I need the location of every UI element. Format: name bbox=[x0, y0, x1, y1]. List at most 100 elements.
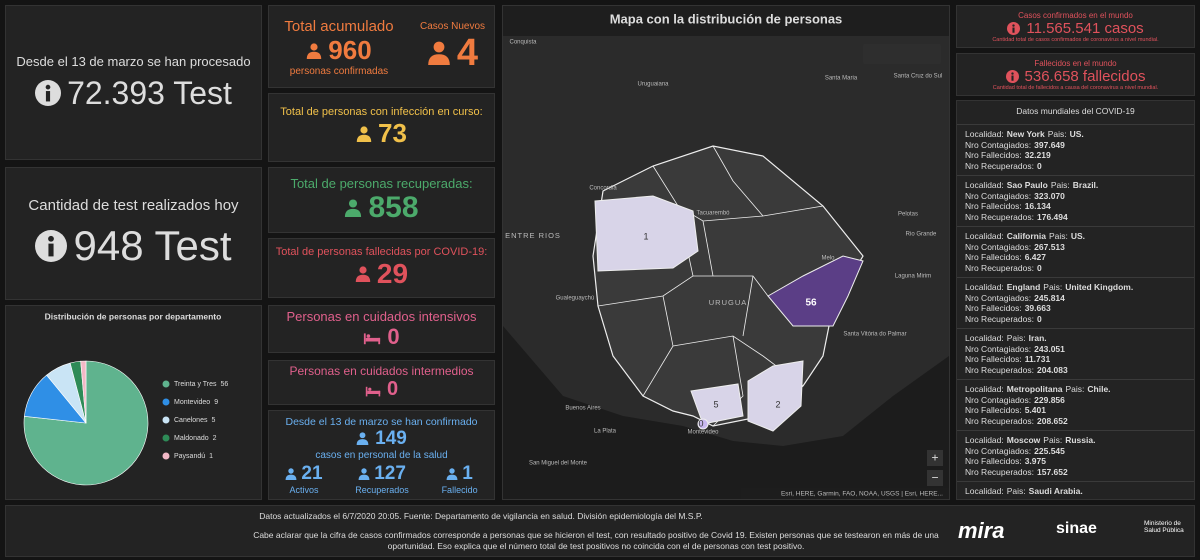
value: 73 bbox=[378, 118, 407, 148]
locality: Metropolitana bbox=[1006, 384, 1063, 394]
title: Personas en cuidados intensivos bbox=[286, 308, 477, 324]
icon-body bbox=[345, 208, 362, 217]
field-label: Localidad: bbox=[965, 384, 1004, 394]
icon-body bbox=[356, 439, 369, 445]
zoom-label[interactable]: − bbox=[931, 471, 938, 485]
entry-cases: Nro Contagiados: 225.545 bbox=[965, 446, 1186, 457]
region-56 bbox=[767, 255, 864, 327]
entry-deaths: Nro Fallecidos: 6.427 bbox=[965, 252, 1186, 263]
entry-cases: Nro Contagiados: 267.513 bbox=[965, 242, 1186, 253]
cases: 225.545 bbox=[1034, 445, 1065, 456]
label: Activos bbox=[289, 484, 319, 495]
person-icon bbox=[356, 125, 372, 142]
title: Desde el 13 de marzo se han confirmado bbox=[285, 415, 478, 428]
field-label: Nro Recuperados: bbox=[965, 160, 1034, 171]
intermediate-card: Personas en cuidados intermedios 0 bbox=[268, 360, 495, 405]
icon-dot bbox=[45, 84, 51, 90]
legend-label: Canelones 5 bbox=[174, 417, 215, 424]
health-item: 21 Activos bbox=[285, 463, 323, 495]
place-label: Uruguaiana bbox=[637, 82, 669, 88]
list-title: Datos mundiales del COVID-19 bbox=[957, 101, 1194, 125]
legend-label: Treinta y Tres 56 bbox=[174, 381, 228, 388]
entry-place: Localidad: Metropolitana Pais: Chile. bbox=[965, 384, 1186, 395]
recovered: 0 bbox=[1036, 160, 1042, 171]
value: 948 Test bbox=[73, 222, 232, 269]
field-label: Nro Fallecidos: bbox=[965, 354, 1022, 364]
entry-deaths: Nro Fallecidos: 39.663 bbox=[965, 303, 1186, 314]
world-entry: Localidad: England Pais: United Kingdom. Nro… bbox=[957, 278, 1194, 329]
locality: Sao Paulo bbox=[1006, 180, 1048, 190]
icon-head bbox=[449, 467, 455, 474]
person-icon bbox=[307, 42, 322, 59]
zoom-button[interactable] bbox=[927, 470, 943, 486]
info-icon bbox=[1007, 21, 1021, 35]
place-label: URUGUA bbox=[709, 298, 748, 307]
info-icon bbox=[35, 230, 68, 262]
locality: New York bbox=[1006, 129, 1045, 139]
region-label: 1 bbox=[643, 231, 648, 241]
world-entry: Localidad: Metropolitana Pais: Chile. Nro Co… bbox=[957, 380, 1194, 431]
deaths: 3.975 bbox=[1024, 456, 1046, 466]
title: Casos confirmados en el mundo bbox=[1018, 10, 1133, 20]
world-entry: Localidad: New York Pais: US. Nro Contagiado… bbox=[957, 125, 1194, 176]
field-label: Pais: bbox=[1065, 384, 1085, 394]
title: Total de personas fallecidas por COVID-1… bbox=[275, 246, 488, 258]
person-icon bbox=[358, 467, 370, 480]
icon-bar bbox=[1012, 27, 1015, 33]
field-label: Nro Recuperados: bbox=[965, 415, 1034, 426]
place-label: Santa Maria bbox=[825, 76, 858, 82]
icon-dot bbox=[1012, 23, 1016, 27]
title: Total de personas con infección en curso… bbox=[280, 106, 483, 118]
region-0 bbox=[697, 418, 709, 430]
total-card: Total acumulado 960 personas confirmadas… bbox=[268, 5, 495, 88]
place-label: Montevideo bbox=[687, 430, 719, 436]
icon-body bbox=[428, 54, 450, 65]
title: Casos Nuevos bbox=[419, 20, 486, 32]
place-label: Santa Cruz do Sul bbox=[894, 74, 943, 80]
field-label: Nro Fallecidos: bbox=[965, 303, 1022, 313]
info-icon bbox=[35, 80, 62, 106]
logo-mira: mira bbox=[958, 518, 1005, 543]
recovered: 208.652 bbox=[1036, 415, 1068, 426]
field-label: Pais: bbox=[1043, 435, 1063, 445]
entry-deaths: Nro Fallecidos: 11.731 bbox=[965, 354, 1186, 365]
field-label: Pais: bbox=[1006, 486, 1026, 496]
info-icon bbox=[1005, 69, 1019, 83]
zoom-button[interactable] bbox=[927, 450, 943, 466]
pie-panel: Distribución de personas por departament… bbox=[5, 305, 262, 500]
world-cases-card: Casos confirmados en el mundo 11.565.541… bbox=[956, 5, 1195, 48]
field-label: Nro Fallecidos: bbox=[965, 201, 1022, 211]
field-label: Pais: bbox=[1043, 282, 1063, 292]
icon-wrap bbox=[358, 467, 370, 480]
caption: Cantidad de test realizados hoy bbox=[28, 197, 239, 214]
legend-label: Paysandú 1 bbox=[174, 453, 213, 460]
entry-cases: Nro Contagiados: 245.814 bbox=[965, 293, 1186, 304]
country: Brazil. bbox=[1072, 180, 1099, 190]
value: 0 bbox=[386, 378, 399, 400]
active-card: Total de personas con infección en curso… bbox=[268, 93, 495, 162]
country: Iran. bbox=[1028, 333, 1047, 343]
map-toolbar[interactable] bbox=[863, 44, 941, 64]
field-label: Nro Contagiados: bbox=[965, 394, 1032, 405]
field-label: Nro Recuperados: bbox=[965, 313, 1034, 324]
health-item-row: 127 bbox=[358, 463, 406, 485]
value: 29 bbox=[376, 258, 409, 289]
legend-value: 5 bbox=[211, 417, 215, 424]
field-label: Nro Contagiados: bbox=[965, 292, 1032, 303]
place-label: Concordia bbox=[589, 186, 617, 192]
health-item-row: 21 bbox=[285, 463, 323, 485]
entry-cases: Nro Contagiados:213.716 bbox=[965, 497, 1186, 500]
world-entry: Localidad: Moscow Pais: Russia. Nro Contagia… bbox=[957, 431, 1194, 482]
value: 858 bbox=[368, 190, 419, 224]
person-icon bbox=[446, 467, 458, 480]
icu-card: Personas en cuidados intensivos 0 bbox=[268, 305, 495, 353]
value: 1 bbox=[462, 462, 473, 484]
updated: Datos actualizados el 6/7/2020 20:05. Fu… bbox=[259, 511, 703, 521]
bed-icon bbox=[365, 386, 381, 396]
tests-today-panel: Cantidad de test realizados hoy 948 Test bbox=[5, 167, 262, 300]
recovered: 0 bbox=[1036, 262, 1042, 273]
caption: Cantidad total de casos confirmados de c… bbox=[992, 36, 1159, 43]
recovered-card: Total de personas recuperadas: 858 bbox=[268, 167, 495, 233]
zoom-label[interactable]: + bbox=[931, 451, 938, 465]
map: Mapa con la distribución de personas 1 56 5… bbox=[503, 11, 949, 499]
